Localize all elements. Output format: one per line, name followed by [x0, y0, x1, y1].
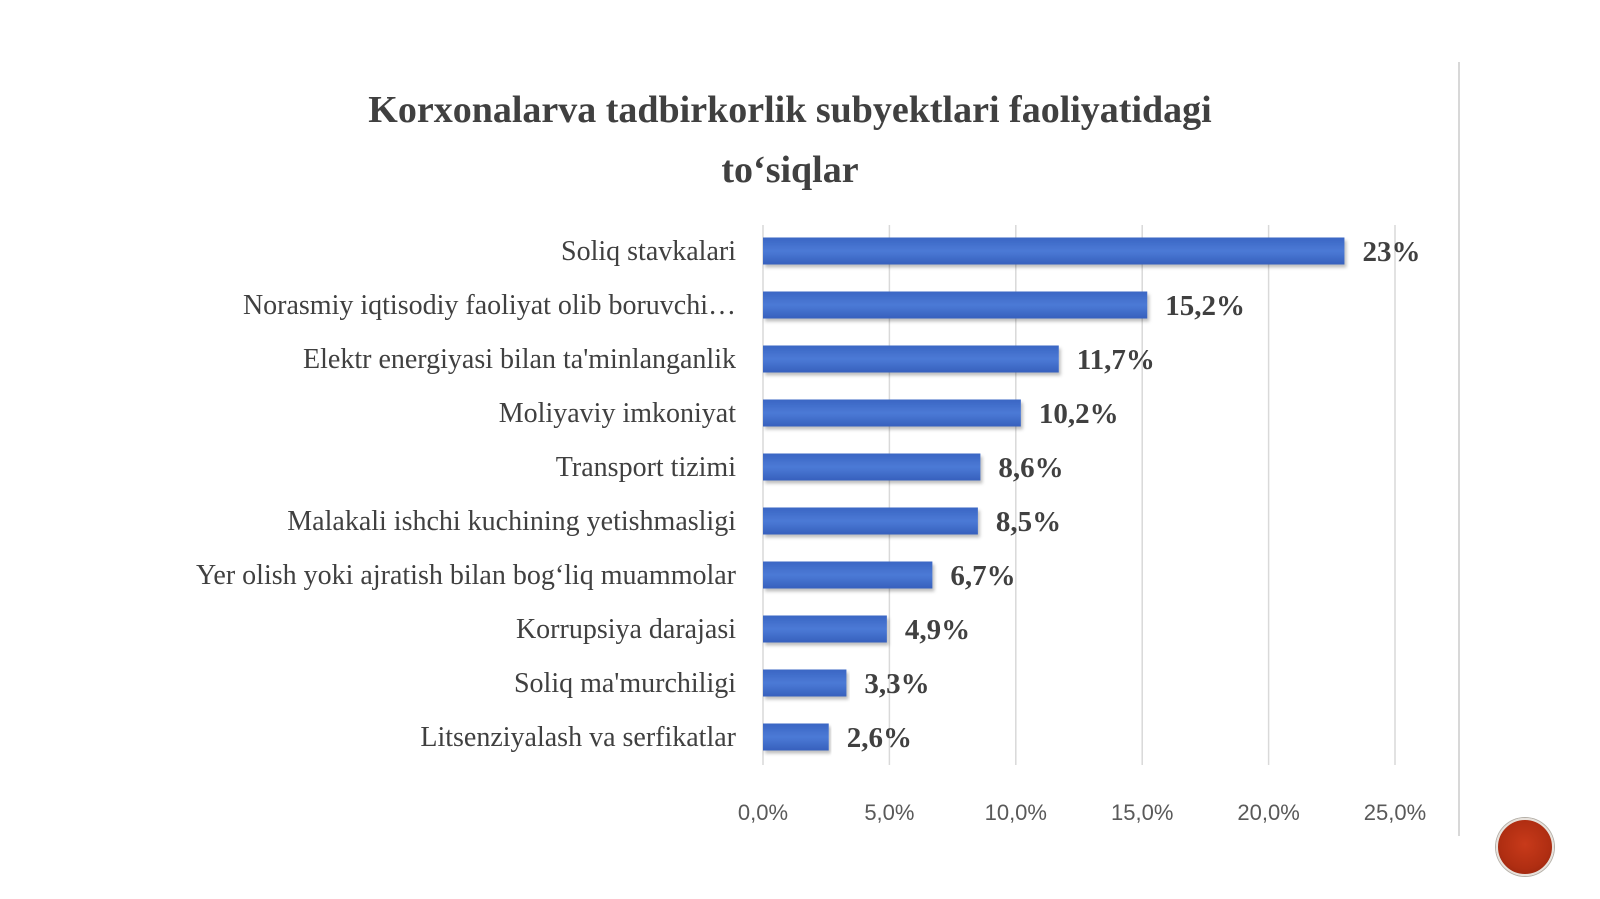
data-label: 8,6%	[998, 452, 1063, 484]
category-label: Korrupsiya darajasi	[516, 614, 736, 645]
bar	[763, 507, 978, 535]
slide-divider-line	[1458, 62, 1460, 836]
bar	[763, 453, 981, 481]
category-label: Malakali ishchi kuchining yetishmasligi	[287, 506, 736, 537]
bar	[763, 399, 1021, 427]
data-label: 2,6%	[847, 722, 912, 754]
category-label: Moliyaviy imkoniyat	[499, 398, 736, 429]
x-tick-label: 5,0%	[864, 800, 914, 825]
bar	[763, 723, 829, 751]
bar	[763, 291, 1148, 319]
data-label: 15,2%	[1165, 290, 1245, 322]
category-label: Soliq stavkalari	[561, 236, 736, 267]
x-tick-label: 20,0%	[1237, 800, 1299, 825]
data-label: 8,5%	[996, 506, 1061, 538]
bar	[763, 669, 847, 697]
x-tick-label: 15,0%	[1111, 800, 1173, 825]
category-label: Norasmiy iqtisodiy faoliyat olib boruvch…	[243, 290, 736, 321]
data-label: 3,3%	[864, 668, 929, 700]
data-label: 10,2%	[1039, 398, 1119, 430]
category-label: Transport tizimi	[556, 452, 736, 483]
chart-title: Korxonalarva tadbirkorlik subyektlari fa…	[368, 89, 1212, 191]
data-label: 11,7%	[1077, 344, 1155, 376]
bar	[763, 345, 1059, 373]
category-label: Soliq ma'murchiligi	[514, 668, 736, 699]
bars	[763, 237, 1345, 751]
category-label: Litsenziyalash va serfikatlar	[420, 722, 736, 753]
labels: 0,0% 5,0% 10,0% 15,0% 20,0% 25,0% Soliq stavka…	[196, 236, 1426, 825]
x-tick-label: 0,0%	[738, 800, 788, 825]
category-label: Yer olish yoki ajratish bilan bog‘liq mu…	[196, 560, 737, 591]
data-label: 23%	[1362, 236, 1420, 268]
bar	[763, 237, 1345, 265]
x-tick-label: 10,0%	[985, 800, 1047, 825]
next-slide-button[interactable]	[1496, 818, 1554, 876]
x-tick-label: 25,0%	[1364, 800, 1426, 825]
data-label: 6,7%	[950, 560, 1015, 592]
bar	[763, 615, 887, 643]
category-label: Elektr energiyasi bilan ta'minlanganlik	[303, 344, 736, 375]
bar	[763, 561, 933, 589]
data-label: 4,9%	[905, 614, 970, 646]
